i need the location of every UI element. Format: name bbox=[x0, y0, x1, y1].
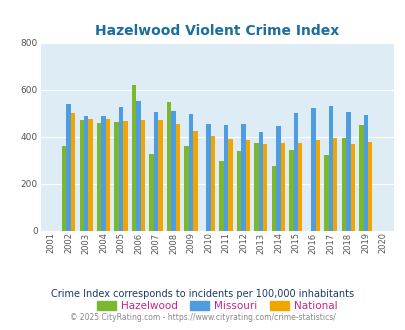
Bar bbox=[341, 138, 345, 231]
Title: Hazelwood Violent Crime Index: Hazelwood Violent Crime Index bbox=[95, 23, 339, 38]
Bar bbox=[171, 111, 175, 231]
Bar bbox=[219, 161, 223, 231]
Bar bbox=[66, 104, 70, 231]
Bar bbox=[324, 154, 328, 231]
Bar bbox=[315, 140, 319, 231]
Bar bbox=[62, 146, 66, 231]
Bar bbox=[280, 143, 284, 231]
Bar bbox=[132, 85, 136, 231]
Bar bbox=[188, 114, 193, 231]
Bar bbox=[149, 154, 153, 231]
Bar bbox=[271, 166, 275, 231]
Legend: Hazelwood, Missouri, National: Hazelwood, Missouri, National bbox=[92, 296, 341, 315]
Bar bbox=[105, 119, 110, 231]
Bar bbox=[70, 114, 75, 231]
Bar bbox=[158, 120, 162, 231]
Text: © 2025 CityRating.com - https://www.cityrating.com/crime-statistics/: © 2025 CityRating.com - https://www.city… bbox=[70, 313, 335, 322]
Bar bbox=[88, 119, 92, 231]
Bar bbox=[241, 124, 245, 231]
Bar bbox=[245, 140, 249, 231]
Text: Crime Index corresponds to incidents per 100,000 inhabitants: Crime Index corresponds to incidents per… bbox=[51, 289, 354, 299]
Bar bbox=[254, 143, 258, 231]
Bar bbox=[206, 124, 210, 231]
Bar bbox=[114, 122, 119, 231]
Bar bbox=[223, 125, 228, 231]
Bar bbox=[136, 101, 141, 231]
Bar bbox=[101, 116, 105, 231]
Bar bbox=[210, 136, 215, 231]
Bar bbox=[367, 142, 371, 231]
Bar bbox=[293, 113, 297, 231]
Bar bbox=[141, 120, 145, 231]
Bar bbox=[328, 106, 332, 231]
Bar bbox=[258, 132, 262, 231]
Bar bbox=[350, 144, 354, 231]
Bar bbox=[310, 108, 315, 231]
Bar bbox=[297, 143, 302, 231]
Bar bbox=[123, 121, 127, 231]
Bar bbox=[332, 138, 337, 231]
Bar bbox=[97, 123, 101, 231]
Bar bbox=[166, 102, 171, 231]
Bar bbox=[275, 126, 280, 231]
Bar bbox=[184, 146, 188, 231]
Bar bbox=[228, 139, 232, 231]
Bar bbox=[289, 150, 293, 231]
Bar bbox=[345, 112, 350, 231]
Bar bbox=[363, 115, 367, 231]
Bar bbox=[262, 145, 267, 231]
Bar bbox=[79, 120, 84, 231]
Bar bbox=[119, 107, 123, 231]
Bar bbox=[175, 124, 179, 231]
Bar bbox=[236, 151, 241, 231]
Bar bbox=[358, 125, 363, 231]
Bar bbox=[84, 116, 88, 231]
Bar bbox=[193, 131, 197, 231]
Bar bbox=[153, 112, 158, 231]
